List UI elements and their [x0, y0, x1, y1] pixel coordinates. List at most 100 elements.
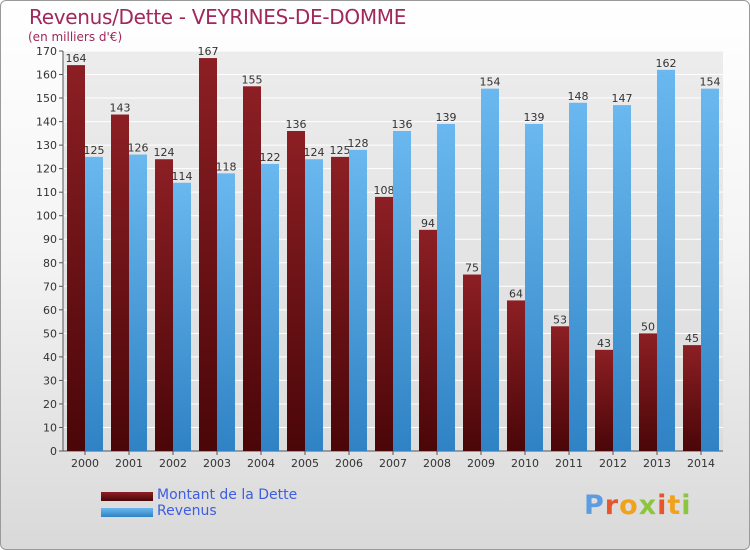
- bar-debt: [419, 229, 437, 451]
- x-tick-label: 2004: [247, 457, 275, 470]
- y-tick-label: 70: [43, 280, 57, 293]
- x-tick-label: 2006: [335, 457, 363, 470]
- bar-revenue: [217, 173, 235, 451]
- bar-revenue: [349, 149, 367, 451]
- y-tick-label: 10: [43, 421, 57, 434]
- bar-debt: [595, 349, 613, 451]
- y-tick-label: 60: [43, 304, 57, 317]
- data-label: 148: [568, 90, 589, 103]
- data-label: 114: [172, 170, 193, 183]
- data-label: 139: [524, 111, 545, 124]
- x-tick-label: 2012: [599, 457, 627, 470]
- x-tick-label: 2009: [467, 457, 495, 470]
- y-tick-label: 80: [43, 257, 57, 270]
- data-label: 75: [465, 262, 479, 275]
- y-tick-label: 110: [36, 186, 57, 199]
- y-tick-label: 140: [36, 116, 57, 129]
- data-label: 147: [612, 92, 633, 105]
- x-tick-label: 2000: [71, 457, 99, 470]
- data-label: 125: [330, 144, 351, 157]
- bar-revenue: [173, 182, 191, 451]
- bar-debt: [551, 326, 569, 451]
- bar-revenue: [85, 156, 103, 451]
- data-label: 94: [421, 217, 435, 230]
- bar-revenue: [525, 123, 543, 452]
- bar-revenue: [613, 105, 631, 451]
- data-label: 126: [128, 142, 149, 155]
- bar-debt: [507, 300, 525, 451]
- legend-swatch-debt: [101, 492, 153, 501]
- data-label: 50: [641, 320, 655, 333]
- data-label: 122: [260, 151, 281, 164]
- x-tick-label: 2010: [511, 457, 539, 470]
- y-tick-label: 40: [43, 351, 57, 364]
- y-tick-label: 20: [43, 398, 57, 411]
- bar-revenue: [481, 88, 499, 451]
- data-label: 154: [700, 76, 721, 89]
- legend-label-revenue: Revenus: [157, 503, 217, 519]
- x-tick-label: 2013: [643, 457, 671, 470]
- bar-debt: [287, 131, 305, 451]
- bar-debt: [199, 58, 217, 451]
- data-label: 64: [509, 287, 523, 300]
- data-label: 136: [392, 118, 413, 131]
- legend-swatch-revenue: [101, 508, 153, 517]
- x-tick-label: 2003: [203, 457, 231, 470]
- y-tick-label: 30: [43, 374, 57, 387]
- bar-revenue: [437, 123, 455, 452]
- bar-revenue: [129, 154, 147, 451]
- bar-debt: [639, 333, 657, 451]
- data-label: 139: [436, 111, 457, 124]
- bar-debt: [683, 345, 701, 451]
- chart-title: Revenus/Dette - VEYRINES-DE-DOMME: [29, 5, 407, 29]
- bar-revenue: [569, 102, 587, 451]
- data-label: 162: [656, 57, 677, 70]
- y-tick-label: 170: [36, 45, 57, 58]
- bar-debt: [375, 196, 393, 451]
- y-tick-label: 130: [36, 139, 57, 152]
- y-tick-label: 50: [43, 327, 57, 340]
- data-label: 53: [553, 313, 567, 326]
- data-label: 45: [685, 332, 699, 345]
- bar-debt: [155, 159, 173, 451]
- x-tick-label: 2014: [687, 457, 715, 470]
- data-label: 118: [216, 160, 237, 173]
- y-tick-label: 90: [43, 233, 57, 246]
- bar-chart: 0 10 20 30 40 50 60 70 80 90 100 110 120 130 140 150 160…: [36, 45, 723, 470]
- data-label: 125: [84, 144, 105, 157]
- y-tick-label: 150: [36, 92, 57, 105]
- x-tick-label: 2005: [291, 457, 319, 470]
- chart-subtitle: (en milliers d'€): [28, 30, 123, 44]
- x-tick-label: 2011: [555, 457, 583, 470]
- bar-revenue: [657, 69, 675, 451]
- x-tick-label: 2008: [423, 457, 451, 470]
- bar-debt: [243, 86, 261, 451]
- x-tick-label: 2002: [159, 457, 187, 470]
- bar-debt: [463, 274, 481, 451]
- bar-debt: [67, 65, 85, 451]
- bar-revenue: [261, 163, 279, 452]
- data-label: 136: [286, 118, 307, 131]
- y-tick-label: 120: [36, 163, 57, 176]
- data-label: 167: [198, 45, 219, 58]
- data-label: 143: [110, 102, 131, 115]
- data-label: 124: [154, 146, 175, 159]
- y-tick-label: 160: [36, 69, 57, 82]
- x-tick-label: 2001: [115, 457, 143, 470]
- x-tick-label: 2007: [379, 457, 407, 470]
- data-label: 164: [66, 52, 87, 65]
- bar-revenue: [701, 88, 719, 451]
- y-tick-label: 100: [36, 210, 57, 223]
- bar-debt: [111, 114, 129, 451]
- data-label: 154: [480, 76, 501, 89]
- plot-area: 0 10 20 30 40 50 60 70 80 90 100 110 120 130 140 150 160…: [36, 45, 723, 470]
- data-label: 155: [242, 73, 263, 86]
- bar-revenue: [305, 159, 323, 451]
- data-label: 43: [597, 337, 611, 350]
- legend-label-debt: Montant de la Dette: [157, 487, 298, 503]
- data-label: 108: [374, 184, 395, 197]
- data-label: 124: [304, 146, 325, 159]
- data-label: 128: [348, 137, 369, 150]
- bar-revenue: [393, 131, 411, 451]
